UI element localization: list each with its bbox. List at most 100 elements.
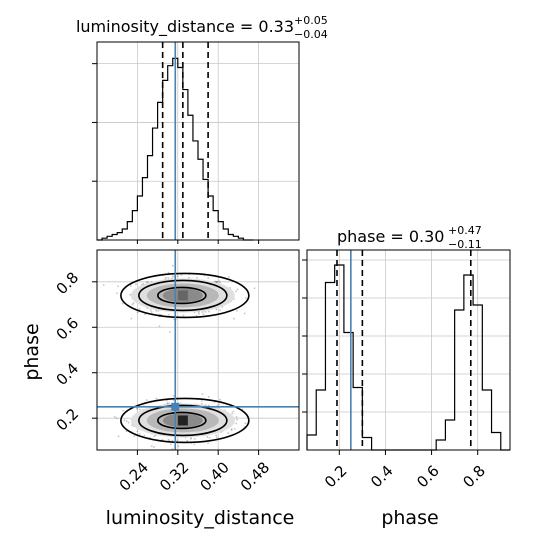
scatter-point [244,422,247,425]
scatter-point [155,309,158,312]
scatter-point [208,310,210,313]
scatter-point [201,311,204,313]
scatter-point [218,403,221,406]
scatter-point [171,439,174,442]
luminosity-distance-title-label: luminosity_distance = 0.33 [76,17,294,37]
scatter-point [167,438,170,441]
scatter-point [219,398,221,401]
scatter-point [136,311,139,314]
scatter-point [201,402,203,405]
scatter-point [215,436,218,439]
scatter-point [177,445,180,448]
contour-outer [120,397,250,444]
scatter-point [193,438,196,440]
contour-inner [157,286,207,305]
scatter-point [123,419,126,421]
scatter-point [132,302,135,305]
scatter-point [171,448,174,450]
scatter-point [215,308,218,311]
scatter-point [168,313,170,316]
scatter-point [201,393,204,395]
scatter-point [150,445,153,448]
scatter-point [207,277,210,279]
scatter-point [168,331,171,333]
scatter-point [136,408,138,410]
x-tick-label-phase: 0.6 [413,462,443,492]
scatter-point [131,303,134,306]
scatter-point [145,281,148,284]
scatter-point [102,284,105,286]
scatter-point [216,280,218,283]
scatter-point [233,317,235,320]
scatter-point [235,290,237,293]
scatter-point [158,325,161,328]
scatter-point [189,437,192,440]
scatter-point [227,432,230,434]
grid-lines [97,42,510,450]
scatter-point [207,442,209,445]
scatter-point [245,297,247,299]
phase-title-lower: −0.11 [448,238,482,251]
scatter-point [193,443,196,446]
luminosity-distance-title: luminosity_distance = 0.33 [76,17,294,37]
luminosity-distance-title-lower: −0.04 [294,28,328,41]
data-marks [96,42,510,451]
scatter-point [171,275,174,278]
scatter-point [172,264,174,267]
scatter-point [117,285,119,288]
scatter-point [153,435,156,438]
scatter-point [214,280,216,283]
scatter-point [176,275,179,278]
phase-title-label: phase = 0.30 [337,227,444,246]
scatter-point [236,418,238,421]
scatter-point [121,302,124,305]
scatter-point [198,312,200,315]
luminosity-distance-title-upper: +0.05 [294,14,328,27]
scatter-point [115,417,118,420]
scatter-point [145,399,148,401]
contour-outer [120,272,250,319]
scatter-point [233,428,236,430]
scatter-point [216,281,219,283]
scatter-point [167,277,170,279]
scatter-point [166,402,169,404]
scatter-point [138,408,141,411]
scatter-point [125,420,128,423]
scatter-point [186,439,189,442]
scatter-point [153,446,155,449]
panel-background-right [307,250,510,450]
scatter-point [136,430,139,433]
scatter-point [150,311,153,313]
scatter-point [182,314,185,317]
scatter-point [230,429,233,431]
scatter-point [129,293,132,296]
scatter-point [167,271,170,274]
y-axis-label-phase: phase [21,323,43,380]
scatter-point [215,434,218,437]
scatter-point [116,292,118,295]
phase-title-upper: +0.47 [448,224,482,237]
x-tick-label-phase: 0.4 [367,462,397,492]
scatter-point [129,284,132,287]
scatter-point [135,283,137,285]
scatter-point [202,313,205,316]
contour-middle [138,404,228,437]
scatter-point [204,310,207,313]
panel-frame-right [306,249,511,451]
scatter-point [149,309,152,311]
scatter-point [117,435,120,438]
density-peak [177,415,188,426]
scatter-point [143,434,146,437]
x-axis-label-phase: phase [381,507,438,529]
panel-frames [92,41,511,455]
scatter-point [235,416,238,418]
scatter-point [236,309,238,312]
scatter-point [144,313,146,316]
scatter-point [218,280,221,283]
contour-inner [157,411,207,430]
scatter-point [219,281,221,284]
scatter-point [230,428,233,430]
x-tick-label-phase: 0.2 [321,462,351,492]
scatter-point [138,308,141,310]
scatter-point [170,277,173,280]
